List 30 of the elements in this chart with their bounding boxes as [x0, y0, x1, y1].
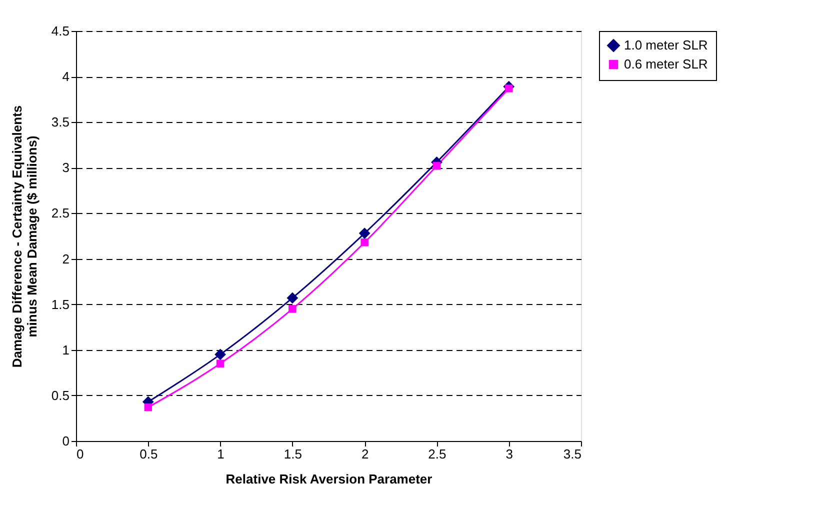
y-tick-label: 2: [62, 251, 70, 266]
x-axis-title: Relative Risk Aversion Parameter: [226, 472, 432, 486]
y-tick-label: 3: [62, 160, 70, 176]
x-tick-label: 0: [76, 446, 84, 462]
y-tick-label: 4.5: [51, 24, 70, 38]
x-tick-label: 2.5: [428, 446, 446, 462]
x-tick-label: 3: [506, 446, 513, 462]
point: [432, 162, 441, 170]
point: [358, 228, 370, 239]
legend-label: 1.0 meter SLR: [624, 38, 708, 52]
point: [286, 292, 298, 304]
y-axis-title: Damage Difference - Certainty Equivalents minus Mean Damage ($ millions): [9, 105, 40, 368]
y-tick-label: 1: [62, 342, 70, 358]
point: [214, 348, 226, 360]
y-tick-label: 1.5: [51, 296, 70, 312]
point: [144, 403, 152, 412]
point: [360, 238, 368, 246]
y-tick-label: 4: [62, 69, 70, 84]
x-tick-label: 2: [361, 446, 369, 462]
legend-label: 0.6 meter SLR: [624, 56, 708, 72]
y-tick-label: 2.5: [51, 206, 70, 221]
x-tick-label: 1: [217, 446, 224, 462]
point: [288, 305, 296, 313]
x-tick-label: 1.5: [284, 446, 302, 462]
y-tick-label: 0.5: [51, 388, 70, 403]
x-tick-label: 0.5: [140, 446, 158, 462]
point: [216, 360, 224, 368]
x-tick-label: 3.5: [563, 446, 582, 462]
y-tick-label: 0: [62, 434, 70, 448]
y-tick-label: 3.5: [51, 114, 70, 130]
